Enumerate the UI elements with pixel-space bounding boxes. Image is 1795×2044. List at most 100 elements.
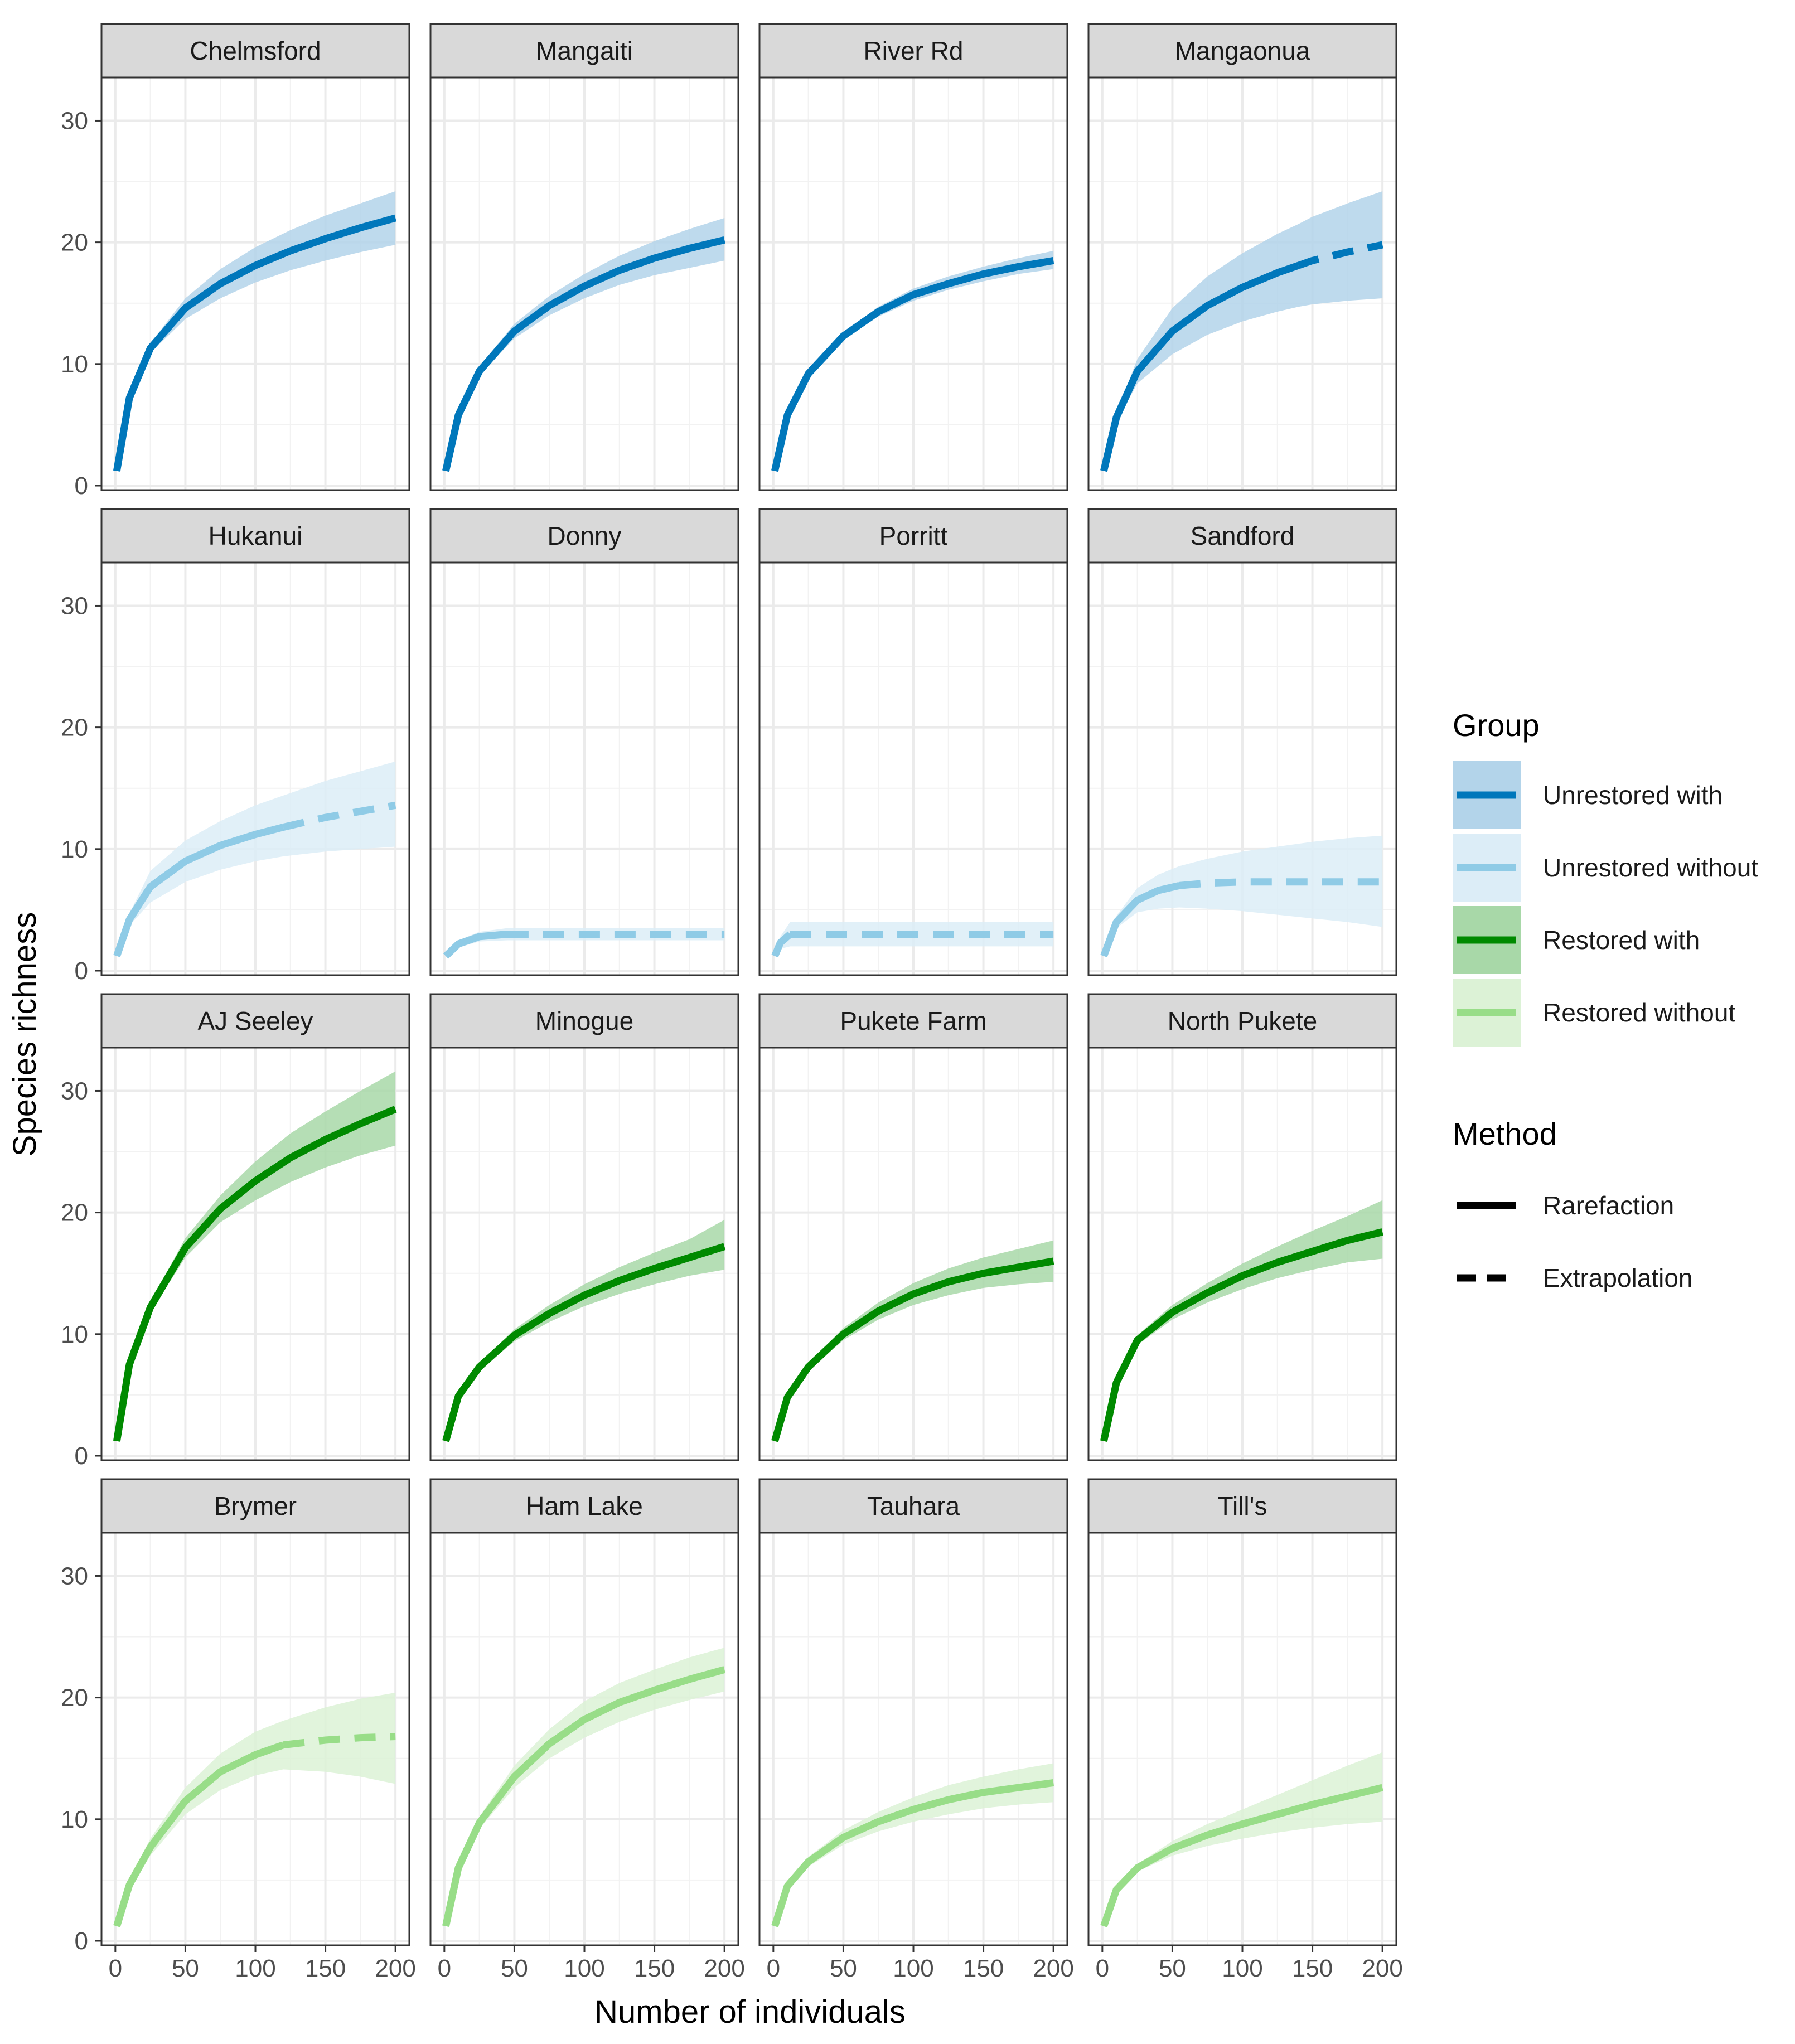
panel-porritt: Porritt [758, 508, 1068, 976]
extrapolation-line [283, 1733, 396, 1749]
facet-strip [1087, 1478, 1397, 1534]
x-tick-label: 0 [767, 1955, 780, 1982]
facet-strip [429, 23, 739, 79]
confidence-band [1104, 835, 1383, 956]
y-tick-label: 10 [61, 351, 88, 378]
facet-label: North Pukete [1168, 1006, 1317, 1035]
y-tick-label: 0 [75, 1442, 88, 1470]
legend-method-label: Extrapolation [1543, 1263, 1693, 1292]
panel-border [429, 76, 739, 491]
rarefaction-line [113, 1106, 397, 1442]
facet-label: River Rd [864, 36, 964, 65]
facet-label: Till's [1218, 1491, 1267, 1520]
x-tick-label: 100 [1222, 1955, 1262, 1982]
y-tick-label: 20 [61, 714, 88, 742]
facet-label: Donny [548, 521, 622, 550]
x-tick-label: 150 [963, 1955, 1004, 1982]
panel-chelmsford: Chelmsford 0 10 20 30 [61, 23, 410, 500]
panel-till-s: Till's 0 50 100 150 200 [1087, 1478, 1403, 1982]
rarefaction-line [443, 931, 508, 959]
panel-mangaonua: Mangaonua [1087, 23, 1397, 491]
confidence-band [117, 191, 396, 471]
x-tick-label: 200 [375, 1955, 415, 1982]
x-tick-label: 100 [893, 1955, 933, 1982]
legend-label: Unrestored with [1543, 781, 1723, 810]
panel-river-rd: River Rd [758, 23, 1068, 491]
y-tick-label: 10 [61, 1321, 88, 1348]
y-tick-label: 30 [61, 107, 88, 134]
facet-strip [100, 1478, 410, 1534]
rarefaction-line [1100, 261, 1300, 472]
y-axis-title: Species richness [7, 912, 43, 1156]
x-tick-label: 200 [1033, 1955, 1073, 1982]
x-tick-label: 0 [438, 1955, 451, 1982]
panel-border [100, 561, 410, 976]
panel-pukete-farm: Pukete Farm [758, 993, 1068, 1461]
x-tick-label: 100 [564, 1955, 604, 1982]
facet-strip [758, 508, 1068, 564]
facet-label: Chelmsford [190, 36, 321, 65]
facet-label: Hukanui [209, 521, 303, 550]
panel-brymer: Brymer 0 10 20 30 0 50 100 150 200 [61, 1478, 416, 1982]
extrapolation-line [1297, 241, 1383, 269]
rarefaction-line [113, 1741, 285, 1927]
y-tick-label: 0 [75, 957, 88, 985]
confidence-band [117, 761, 396, 956]
x-tick-label: 200 [704, 1955, 744, 1982]
panel-border [429, 561, 739, 976]
x-tick-label: 0 [1096, 1955, 1109, 1982]
x-tick-label: 150 [634, 1955, 675, 1982]
facet-strip [100, 508, 410, 564]
panel-aj-seeley: AJ Seeley 0 10 20 30 [61, 993, 410, 1470]
facet-strip [100, 993, 410, 1049]
facet-label: Tauhara [867, 1491, 960, 1520]
panel-sandford: Sandford [1087, 508, 1397, 976]
panel-tauhara: Tauhara 0 50 100 150 200 [758, 1478, 1074, 1982]
legend-label: Unrestored without [1543, 853, 1758, 882]
facet-strip [1087, 508, 1397, 564]
y-tick-label: 20 [61, 1199, 88, 1227]
rarefaction-line [113, 824, 284, 957]
panel-border [758, 561, 1068, 976]
rarefaction-line [771, 1779, 1054, 1927]
rarefaction-line [442, 1666, 725, 1927]
x-tick-label: 50 [501, 1955, 528, 1982]
facet-label: Sandford [1191, 521, 1295, 550]
rarefaction-line [1100, 1228, 1383, 1442]
rarefaction-line [113, 214, 396, 472]
facet-label: Mangaonua [1175, 36, 1310, 65]
facet-strip [429, 508, 739, 564]
x-axis-title: Number of individuals [594, 1994, 906, 2030]
legend-group-title: Group [1453, 708, 1540, 743]
y-tick-label: 10 [61, 836, 88, 863]
rarefaction-line [1100, 881, 1180, 958]
legend-label: Restored without [1543, 998, 1735, 1027]
x-tick-label: 150 [1292, 1955, 1333, 1982]
facet-label: Ham Lake [526, 1491, 643, 1520]
facet-strip [758, 23, 1068, 79]
rarefaction-line [442, 236, 725, 472]
legend-method-title: Method [1453, 1116, 1557, 1151]
confidence-band [775, 1763, 1054, 1926]
y-tick-label: 20 [61, 229, 88, 256]
legend-label: Restored with [1543, 926, 1700, 955]
y-tick-label: 30 [61, 592, 88, 619]
y-tick-label: 0 [75, 472, 88, 500]
panel-minogue: Minogue [429, 993, 739, 1461]
panel-border [758, 76, 1068, 491]
facet-label: Brymer [214, 1491, 297, 1520]
panel-border [100, 76, 410, 491]
panel-mangaiti: Mangaiti [429, 23, 739, 491]
x-tick-label: 50 [830, 1955, 857, 1982]
rarefaction-line [442, 1243, 726, 1442]
confidence-band [117, 1692, 396, 1926]
confidence-band [1104, 1752, 1383, 1926]
panel-donny: Donny [429, 508, 739, 976]
confidence-band [775, 922, 1054, 956]
panel-border [100, 1047, 410, 1461]
rarefaction-line [1100, 1784, 1383, 1927]
rarefaction-line [771, 931, 793, 958]
facet-panels: Chelmsford 0 10 20 30 Mangaiti River Rd Mangaon… [61, 23, 1403, 1982]
panel-border [429, 1047, 739, 1461]
